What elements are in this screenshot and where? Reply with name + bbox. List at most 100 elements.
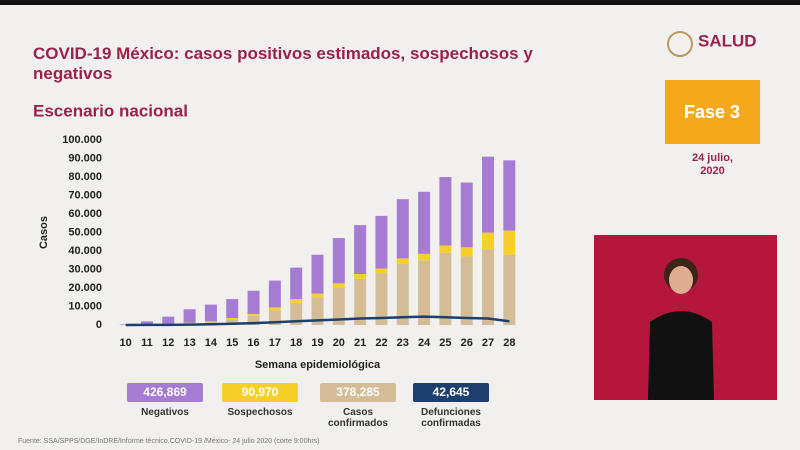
legend-label: Defunciones confirmadas — [420, 407, 481, 429]
y-axis-label: Casos — [38, 216, 50, 249]
bar-segment — [204, 304, 217, 322]
bar-segment — [375, 215, 388, 269]
bar-segment — [226, 319, 239, 325]
bar-segment — [354, 274, 367, 279]
bar-segment — [460, 182, 473, 248]
x-tick-label: 11 — [141, 337, 153, 349]
y-tick-label: 60.000 — [68, 208, 102, 220]
bar-segment — [396, 263, 409, 325]
legend-item: 426,869 Negativos — [127, 383, 203, 418]
top-bar — [0, 0, 800, 5]
bar-segment — [418, 260, 431, 325]
x-tick-label: 15 — [226, 337, 238, 349]
bar-segment — [162, 316, 175, 324]
x-tick-label: 18 — [290, 337, 302, 349]
legend-label: Casos confirmados — [327, 407, 388, 429]
logo-text: SALUD — [698, 31, 757, 50]
bar-segment — [439, 177, 452, 246]
bar-segment — [247, 313, 260, 316]
bar-segment — [418, 253, 431, 261]
y-tick-label: 80.000 — [68, 171, 102, 183]
bar-segment — [396, 258, 409, 264]
y-tick-label: 100.000 — [62, 134, 102, 146]
bar-segment — [311, 297, 324, 325]
x-axis-label: Semana epidemiológica — [255, 359, 381, 371]
interpreter-body — [648, 311, 714, 400]
bar-segment — [503, 230, 516, 255]
x-tick-label: 12 — [162, 337, 174, 349]
legend-total: 378,285 — [320, 383, 396, 402]
bar-segment — [311, 293, 324, 298]
bar-segment — [503, 160, 516, 231]
bar-segment — [226, 317, 239, 320]
y-tick-label: 70.000 — [68, 189, 102, 201]
date-box: 24 julio, 2020 — [692, 152, 733, 177]
bar-segment — [482, 156, 495, 233]
bar-segment — [311, 254, 324, 294]
chart-subtitle: Escenario nacional — [33, 101, 188, 120]
legend-item: 378,285 Casos confirmados — [320, 383, 396, 429]
bar-segment — [332, 288, 345, 325]
bar-segment — [183, 309, 196, 323]
bar-segment — [332, 283, 345, 288]
x-tick-label: 16 — [247, 337, 259, 349]
bar-segment — [290, 299, 303, 303]
bar-segment — [375, 268, 388, 274]
x-tick-label: 10 — [120, 337, 132, 349]
logo-emblem — [667, 31, 693, 57]
x-tick-label: 22 — [375, 337, 387, 349]
y-tick-label: 10.000 — [68, 300, 102, 312]
bar-segment — [439, 252, 452, 325]
x-tick-label: 17 — [269, 337, 281, 349]
legend-label: Sospechosos — [227, 407, 293, 418]
legend-item: 42,645 Defunciones confirmadas — [413, 383, 489, 429]
x-tick-label: 19 — [311, 337, 323, 349]
bar-segment — [268, 307, 281, 311]
legend-label: Negativos — [141, 407, 189, 418]
x-tick-label: 28 — [503, 337, 515, 349]
bar-segment — [439, 245, 452, 253]
y-tick-label: 0 — [96, 319, 102, 331]
legend-total: 90,970 — [222, 383, 298, 402]
legend-total: 426,869 — [127, 383, 203, 402]
bar-segment — [396, 199, 409, 259]
bar-segment — [268, 280, 281, 308]
bar-segment — [247, 315, 260, 325]
bar-segment — [460, 256, 473, 325]
bar-segment — [418, 191, 431, 254]
bar-segment — [354, 225, 367, 275]
chart-title: COVID-19 México: casos positivos estimad… — [33, 44, 533, 83]
x-tick-label: 13 — [183, 337, 195, 349]
y-tick-label: 50.000 — [68, 226, 102, 238]
bar-segment — [332, 238, 345, 284]
bar-segment — [140, 321, 153, 325]
bar-segment — [226, 299, 239, 318]
bar-segment — [290, 302, 303, 325]
legend-total: 42,645 — [413, 383, 489, 402]
phase-text: Fase 3 — [684, 102, 740, 122]
line-series — [125, 315, 510, 327]
y-tick-label: 30.000 — [68, 263, 102, 275]
bar-segment — [482, 232, 495, 250]
y-tick-label: 90.000 — [68, 152, 102, 164]
x-tick-label: 25 — [439, 337, 451, 349]
footer: Fuente: SSA/SPPS/DGE/InDRE/Informe técni… — [18, 438, 320, 445]
bar-segment — [183, 322, 196, 324]
date: 24 julio, 2020 — [692, 152, 733, 177]
bar-segment — [460, 247, 473, 257]
bar-segment — [354, 278, 367, 325]
y-tick-label: 20.000 — [68, 282, 102, 294]
x-tick-label: 27 — [482, 337, 494, 349]
phase-box — [665, 80, 760, 144]
x-tick-label: 14 — [205, 337, 218, 349]
x-tick-label: 24 — [418, 337, 431, 349]
bar-segment — [482, 249, 495, 325]
bar-segment — [503, 254, 516, 325]
x-tick-label: 21 — [354, 337, 366, 349]
bar-segment — [247, 290, 260, 314]
bar-segment — [375, 273, 388, 325]
interpreter-face — [669, 266, 693, 294]
bar-segment — [290, 267, 303, 300]
